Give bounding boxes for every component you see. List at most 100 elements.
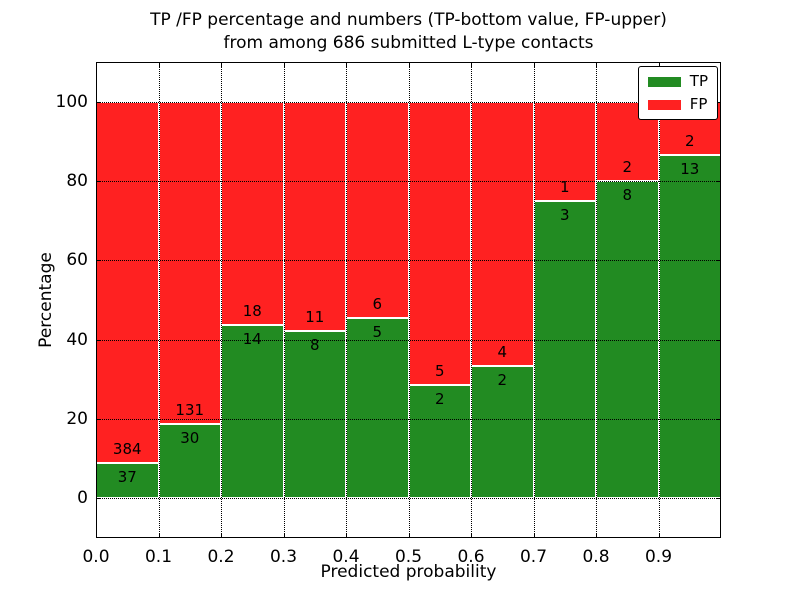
chart-title: TP /FP percentage and numbers (TP-bottom… — [96, 9, 721, 55]
vertical-gridline — [596, 62, 597, 538]
fp-bar-segment — [96, 101, 159, 464]
x-tick-mark-top — [283, 62, 285, 67]
fp-legend-label: FP — [689, 95, 708, 113]
x-tick-label: 0.8 — [582, 547, 610, 567]
fp-count-label: 1 — [559, 177, 570, 196]
x-tick-label: 0.9 — [644, 547, 673, 567]
tp-count-label: 13 — [680, 159, 700, 178]
tp-count-label: 8 — [622, 186, 633, 204]
vertical-gridline — [471, 62, 472, 538]
legend-item-tp: TP — [647, 72, 708, 90]
tp-count-label: 8 — [309, 336, 320, 355]
x-tick-mark — [658, 533, 660, 538]
x-tick-label: 0.2 — [207, 547, 235, 567]
x-tick-label: 0.5 — [394, 547, 423, 567]
tp-count-label: 2 — [497, 371, 508, 390]
x-tick-label: 0.4 — [332, 547, 360, 567]
y-tick-mark-right — [716, 181, 721, 182]
fp-count-label: 131 — [175, 401, 205, 420]
legend-item-fp: FP — [647, 95, 708, 113]
x-tick-mark — [158, 533, 160, 538]
x-tick-mark-top — [221, 62, 222, 67]
x-tick-label: 0.6 — [457, 547, 485, 567]
fp-bar-segment — [408, 101, 471, 385]
x-tick-mark-top — [346, 62, 347, 67]
y-tick-label: 100 — [55, 91, 88, 112]
gridlines-layer — [96, 62, 721, 538]
tp-bar-segment — [408, 385, 471, 499]
x-tick-label: 0.0 — [82, 547, 110, 567]
x-tick-label: 0.1 — [144, 547, 173, 567]
y-tick-mark-right — [716, 260, 721, 262]
y-tick-mark — [96, 498, 101, 500]
tp-count-label: 5 — [372, 323, 383, 342]
y-tick-label: 0 — [77, 488, 88, 509]
fp-count-label: 6 — [372, 295, 383, 314]
axes-frame — [96, 62, 721, 538]
x-tick-mark — [533, 533, 535, 538]
legend: TP FP — [637, 66, 718, 120]
x-tick-mark — [346, 533, 347, 538]
x-tick-mark-top — [471, 62, 472, 67]
bars-layer — [96, 62, 721, 538]
tp-count-label: 2 — [434, 390, 445, 408]
x-tick-mark-top — [158, 62, 160, 67]
fp-count-label: 4 — [497, 343, 508, 362]
tp-count-label: 37 — [117, 468, 137, 487]
fp-count-label: 384 — [112, 440, 142, 459]
tp-legend-swatch — [647, 76, 681, 87]
y-tick-mark-right — [716, 498, 721, 500]
tp-bar-segment — [658, 154, 721, 499]
tp-count-label: 3 — [559, 205, 570, 224]
y-tick-mark — [96, 419, 101, 420]
y-tick-mark-right — [716, 339, 721, 341]
vertical-gridline — [346, 62, 347, 538]
x-tick-mark-top — [658, 62, 660, 67]
y-tick-label: 60 — [66, 250, 88, 271]
y-tick-mark-right — [716, 101, 721, 103]
x-tick-mark-top — [596, 62, 597, 67]
vertical-gridline — [221, 62, 222, 538]
vertical-gridline — [158, 62, 160, 538]
fp-bar-segment — [471, 101, 534, 367]
y-tick-label: 20 — [66, 409, 88, 429]
vertical-gridline — [283, 62, 285, 538]
vertical-gridline — [533, 62, 535, 538]
y-tick-label: 80 — [66, 171, 88, 191]
fp-count-label: 5 — [434, 362, 445, 380]
y-tick-mark-right — [716, 419, 721, 420]
fp-bar-segment — [346, 101, 409, 319]
x-tick-mark — [596, 533, 597, 538]
fp-legend-swatch — [647, 99, 681, 110]
fp-count-label: 18 — [242, 301, 262, 320]
fp-bar-segment — [158, 101, 221, 425]
x-tick-mark — [283, 533, 285, 538]
chart-title-line2: from among 686 submitted L-type contacts — [223, 33, 594, 53]
x-tick-mark-top — [533, 62, 535, 67]
tp-count-label: 30 — [180, 429, 200, 448]
x-tick-label: 0.3 — [269, 547, 298, 567]
y-tick-mark — [96, 181, 101, 182]
y-tick-mark — [96, 101, 101, 103]
x-tick-mark — [221, 533, 222, 538]
tp-count-label: 14 — [242, 329, 262, 348]
plot-area: 384 37 131 30 18 14 11 8 6 5 5 2 4 2 1 3 2 8 2 13 TP FP — [96, 62, 721, 538]
fp-bar-segment — [221, 101, 284, 325]
tp-bar-segment — [96, 463, 159, 499]
fp-count-label: 2 — [622, 158, 633, 176]
tp-legend-label: TP — [689, 72, 708, 90]
x-tick-mark — [471, 533, 472, 538]
vertical-gridline — [658, 62, 660, 538]
chart-title-line1: TP /FP percentage and numbers (TP-bottom… — [150, 10, 667, 30]
vertical-gridline — [408, 62, 410, 538]
y-tick-mark — [96, 260, 101, 262]
fp-bar-segment — [283, 101, 346, 332]
y-tick-label: 40 — [66, 329, 88, 350]
x-tick-label: 0.7 — [519, 547, 548, 567]
x-tick-mark — [408, 533, 410, 538]
x-tick-mark-top — [408, 62, 410, 67]
y-tick-mark — [96, 339, 101, 341]
fp-count-label: 11 — [305, 308, 325, 327]
bar-count-labels-layer: 384 37 131 30 18 14 11 8 6 5 5 2 4 2 1 3 2 8 2 13 — [96, 62, 721, 538]
